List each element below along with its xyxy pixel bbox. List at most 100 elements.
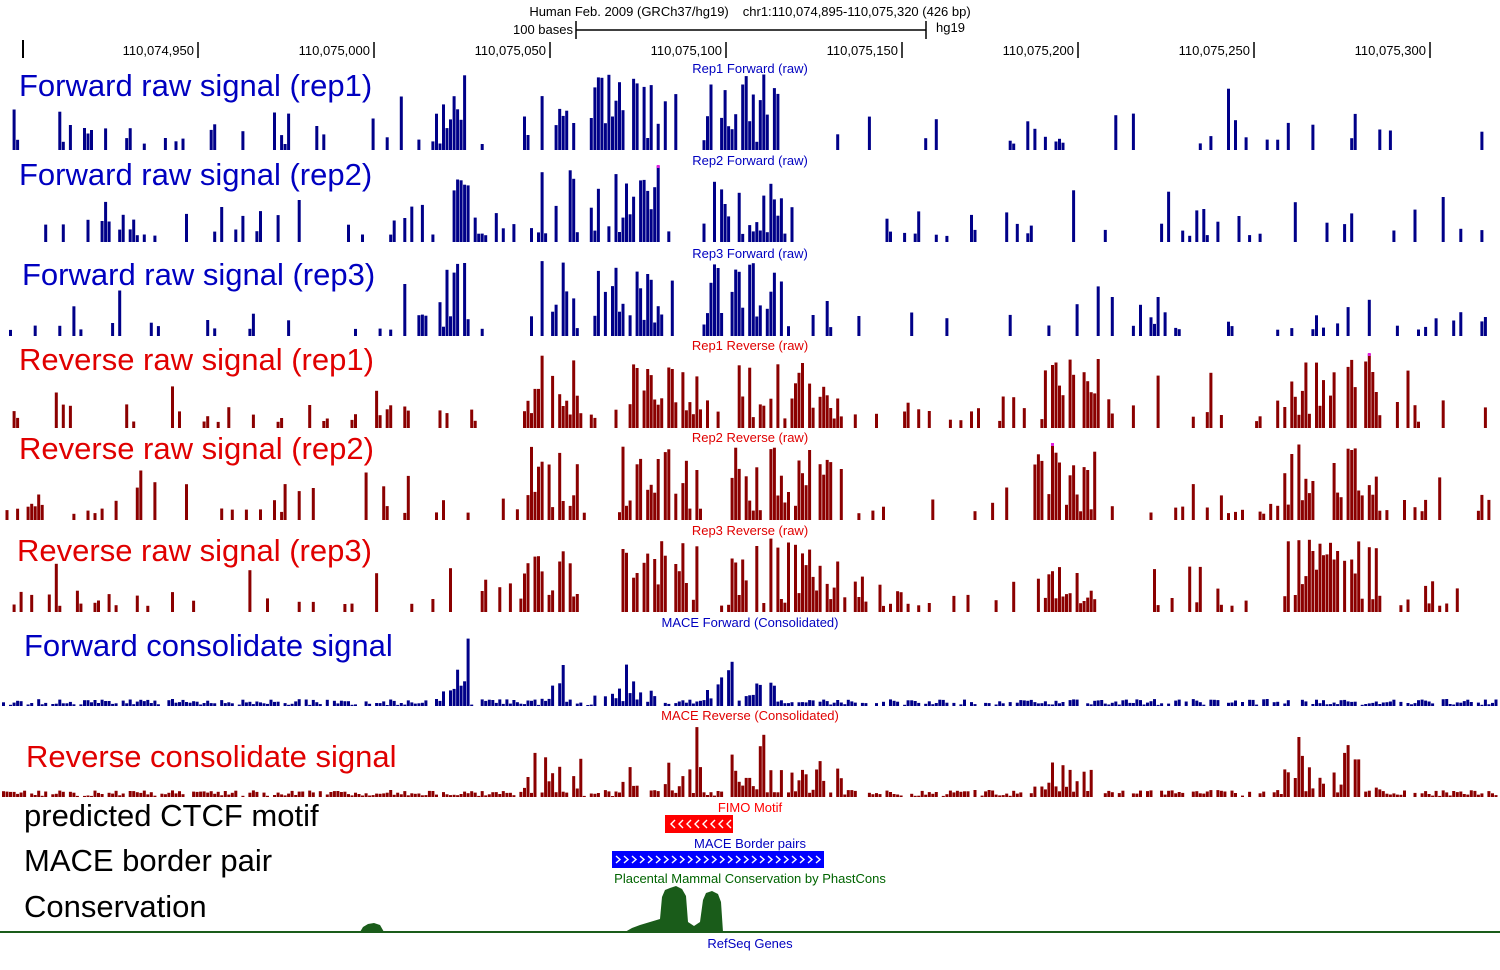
signal-bar (259, 211, 262, 242)
signal-bar (674, 493, 678, 520)
signal-bar (1315, 362, 1318, 428)
signal-bar (399, 96, 403, 150)
mace-border-pair-feature[interactable] (612, 851, 824, 868)
signal-bar (801, 769, 804, 797)
signal-bar (702, 700, 706, 706)
signal-bar (1103, 703, 1107, 706)
signal-bar (364, 472, 368, 520)
signal-bar (934, 792, 938, 797)
signal-bar (727, 126, 731, 150)
signal-bar (192, 791, 196, 797)
signal-bar (1107, 704, 1111, 706)
signal-bar (1174, 327, 1178, 336)
signal-bar (16, 793, 20, 797)
signal-bar (1008, 140, 1012, 150)
signal-bar (551, 507, 555, 520)
signal-bar (456, 795, 460, 797)
signal-bar (1304, 478, 1308, 520)
signal-bar (558, 452, 562, 520)
signal-bar (1072, 190, 1076, 242)
signal-bar (459, 180, 463, 242)
signal-bar (255, 231, 259, 242)
signal-bar (1476, 702, 1480, 706)
signal-bar (1047, 325, 1051, 336)
signal-bar (1061, 395, 1065, 428)
signal-bar (878, 584, 882, 612)
signal-bar (551, 311, 555, 336)
signal-bar (526, 135, 530, 150)
signal-bar (132, 704, 136, 706)
ctcf-motif-feature[interactable] (665, 815, 733, 833)
signal-bar (716, 791, 720, 797)
signal-bar (61, 141, 65, 150)
signal-bar (343, 791, 347, 797)
chevron-right-icon (735, 855, 742, 864)
signal-bar (998, 701, 1002, 706)
signal-bar (378, 328, 382, 336)
signal-bar (621, 110, 625, 150)
signal-bar (435, 794, 438, 797)
signal-bar (1353, 573, 1357, 612)
signal-bar (494, 792, 498, 797)
signal-bar (86, 133, 90, 150)
signal-bar (1153, 323, 1156, 336)
signal-bar (1420, 699, 1424, 706)
signal-bar (1160, 790, 1164, 797)
signal-bar (663, 784, 667, 797)
signal-bar (727, 670, 731, 706)
signal-bar (146, 699, 150, 706)
signal-bar (1378, 129, 1382, 150)
signal-bar (554, 792, 558, 797)
signal-bar (178, 791, 181, 797)
signal-bar (111, 793, 115, 797)
signal-bar (1491, 702, 1494, 706)
signal-bar (445, 413, 449, 428)
signal-bar (829, 408, 833, 428)
signal-bar (523, 704, 526, 706)
signal-bar (653, 492, 657, 520)
signal-bar (906, 402, 910, 428)
signal-bar (579, 758, 583, 797)
signal-bar (628, 404, 632, 428)
signal-bar (787, 703, 790, 706)
signal-bar (385, 792, 389, 797)
signal-bar (1381, 702, 1385, 706)
chevron-right-icon (743, 855, 750, 864)
signal-bar (181, 138, 185, 150)
track-1: Forward raw signal (rep1) Rep1 Forward (r… (12, 61, 1484, 150)
signal-bar (1367, 299, 1371, 336)
signal-bar (769, 291, 773, 336)
signal-bar (596, 270, 600, 336)
signal-bar (1413, 507, 1417, 520)
signal-bar (565, 291, 569, 336)
signal-bar (540, 96, 544, 150)
signal-bar (1262, 513, 1266, 520)
signal-bar (808, 700, 812, 706)
signal-bar (1311, 329, 1315, 336)
signal-bar (808, 792, 812, 797)
signal-bar (934, 234, 938, 242)
signal-bar (463, 75, 467, 150)
signal-bar (885, 218, 889, 242)
signal-bar (1332, 772, 1336, 797)
signal-bar (572, 123, 576, 150)
signal-bar (772, 685, 776, 706)
signal-bar (9, 704, 12, 706)
signal-bar (1427, 701, 1431, 706)
signal-bar (192, 600, 196, 612)
signal-bar (392, 700, 396, 706)
signal-bar (582, 512, 586, 520)
signal-bar (1209, 136, 1213, 150)
signal-bar (1065, 504, 1068, 520)
ruler-tick-label: 110,075,150 (827, 43, 898, 58)
signal-bar (477, 795, 481, 797)
signal-bar (1374, 392, 1378, 428)
signal-bar (1494, 699, 1498, 706)
signal-bar (142, 790, 146, 797)
signal-bar (1075, 781, 1079, 797)
chevron-right-icon (687, 855, 694, 864)
signal-bar (1350, 701, 1354, 706)
signal-bar (1054, 598, 1058, 612)
signal-bar (135, 595, 139, 612)
signal-bar (1153, 699, 1156, 706)
